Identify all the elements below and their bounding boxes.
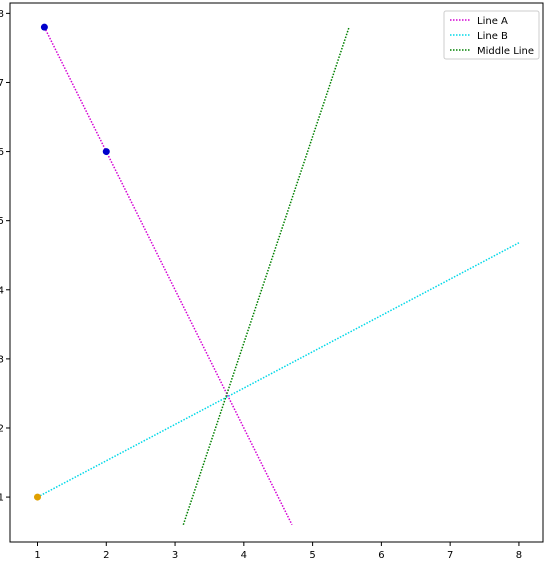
x-axis: 1 2 3 4 5 6 7 8 (34, 542, 522, 561)
legend: Line A Line B Middle Line (443, 10, 540, 60)
series-line-line-b (37, 242, 520, 498)
data-point (102, 148, 110, 156)
series-line-middle-line (182, 26, 350, 525)
y-tick-label: 5 (0, 216, 4, 227)
legend-label-middle-line: Middle Line (477, 46, 534, 57)
y-tick-label: 8 (0, 9, 4, 20)
data-point (40, 23, 48, 31)
y-axis: 1 2 3 4 5 6 7 8 (0, 9, 10, 504)
y-tick-label: 7 (0, 78, 4, 89)
x-tick-label: 4 (241, 550, 247, 561)
points-layer (34, 23, 110, 501)
x-tick-label: 8 (516, 550, 522, 561)
series-line-line-a (43, 26, 293, 526)
x-tick-label: 6 (378, 550, 384, 561)
series-layer (37, 26, 520, 526)
x-tick-label: 3 (172, 550, 178, 561)
y-tick-label: 4 (0, 285, 4, 296)
x-tick-label: 1 (34, 550, 40, 561)
y-tick-label: 6 (0, 147, 4, 158)
legend-label-line-b: Line B (477, 31, 508, 42)
y-tick-label: 3 (0, 354, 4, 365)
data-point (34, 493, 42, 501)
x-tick-label: 7 (447, 550, 453, 561)
y-tick-label: 1 (0, 493, 4, 504)
legend-label-line-a: Line A (477, 16, 508, 27)
y-tick-label: 2 (0, 423, 4, 434)
legend-box (443, 10, 540, 60)
plot-area (9, 2, 544, 543)
x-tick-label: 2 (103, 550, 109, 561)
x-tick-label: 5 (309, 550, 315, 561)
